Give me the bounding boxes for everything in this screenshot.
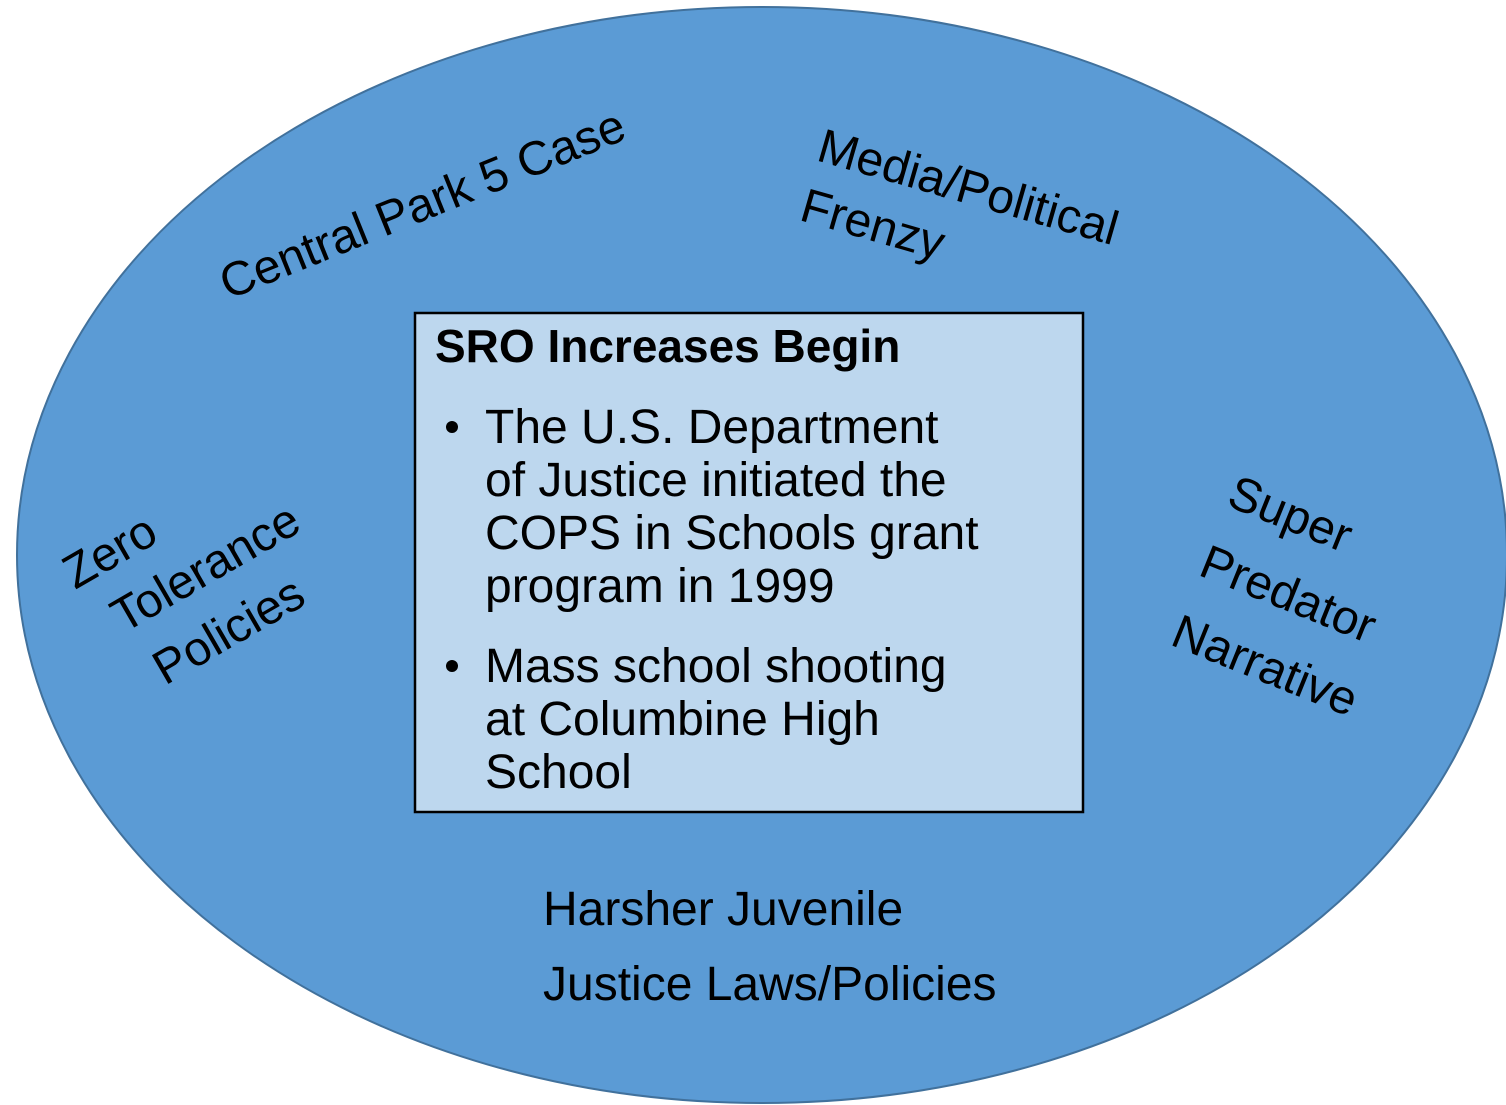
bullet-line: School xyxy=(485,746,632,799)
bullet-line: of Justice initiated the xyxy=(485,454,947,507)
bullet-line: The U.S. Department xyxy=(485,401,939,454)
bullet-line: COPS in Schools grant xyxy=(485,507,979,560)
bullet-dot xyxy=(446,421,458,433)
bullet-dot xyxy=(446,660,458,672)
bullet-line: program in 1999 xyxy=(485,560,835,613)
center-box xyxy=(413,311,1085,814)
bullet-line: Mass school shooting xyxy=(485,640,947,693)
factor-line: Justice Laws/Policies xyxy=(543,958,997,1011)
factor-label: Harsher Juvenile Justice Laws/Policies xyxy=(543,883,997,1011)
box-title: SRO Increases Begin xyxy=(435,320,900,372)
bullet-line: at Columbine High xyxy=(485,693,880,746)
factor-line: Harsher Juvenile xyxy=(543,883,903,936)
